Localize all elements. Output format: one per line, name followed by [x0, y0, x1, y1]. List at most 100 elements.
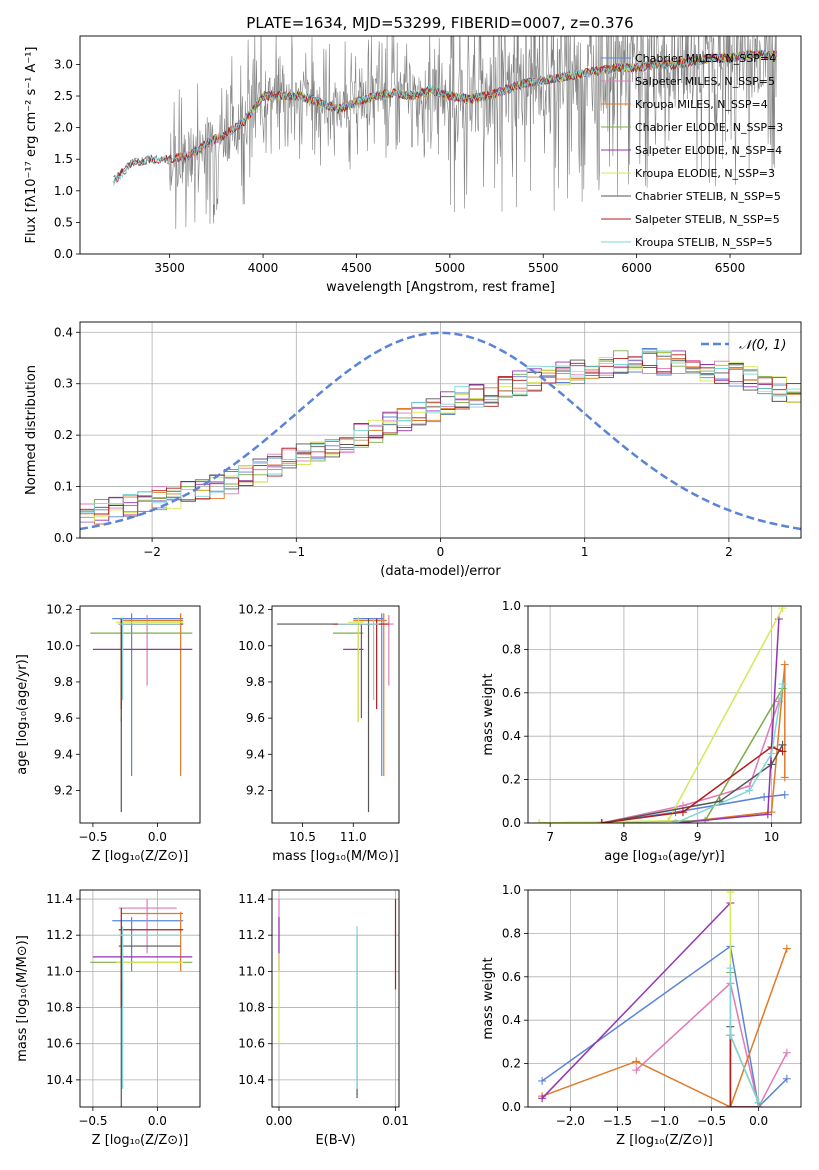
- x-tick-label: −1.5: [603, 1114, 632, 1128]
- plot-frame: [527, 605, 802, 824]
- x-tick-label: 0.01: [382, 1114, 409, 1128]
- x-tick-label: −2.0: [556, 1114, 585, 1128]
- series-line: [635, 981, 788, 1107]
- x-tick-label: 4000: [248, 261, 279, 275]
- x-tick-label: −1: [287, 545, 305, 559]
- data-spectrum-line: [113, 36, 777, 230]
- series-line: [601, 744, 784, 823]
- panel-residuals: −2 −1 0 1 2 0.0 0.1 0.2 0.3 0.4 (data-model)/error…: [24, 321, 802, 579]
- y-axis-label: Normed distribution: [24, 365, 39, 495]
- plot-frame: [271, 889, 400, 1108]
- series-line: [675, 683, 784, 823]
- y-axis-label: Flux [fλ10⁻¹⁷ erg cm⁻² s⁻¹ A⁻¹]: [24, 47, 39, 244]
- histogram-chabrier-miles: [80, 348, 801, 518]
- plot-area: [80, 890, 200, 1107]
- x-tick-label: 10: [764, 830, 779, 844]
- panel-mass-vs-Z: −0.5 0.0 10.4 10.6 10.8 11.0 11.2 11.4 Z [log₁₀(…: [15, 889, 201, 1148]
- plot-marks: [90, 613, 193, 813]
- plot-frame: [79, 321, 802, 539]
- y-tick-label: 10.0: [238, 639, 265, 653]
- model-fit-kroupa-stelib: [113, 50, 777, 186]
- y-tick-label: 1.0: [502, 883, 521, 897]
- x-axis-label: E(B-V): [315, 1133, 355, 1148]
- y-tick-label: 0.0: [502, 1100, 521, 1114]
- series-line: [541, 945, 788, 1107]
- x-tick-label: 7: [546, 830, 554, 844]
- plot-frame: [79, 35, 802, 255]
- series-line: [541, 902, 731, 1099]
- x-axis-label: age [log₁₀(age/yr)]: [604, 849, 725, 864]
- y-axis-label: age [log₁₀(age/yr)]: [15, 654, 30, 775]
- histogram-salpeter-stelib: [80, 354, 801, 515]
- x-tick-label: −1.0: [650, 1114, 679, 1128]
- plot-area: [528, 606, 801, 823]
- x-tick-label: 0: [437, 545, 445, 559]
- y-tick-label: 0.5: [54, 215, 73, 229]
- x-tick-label: 6500: [715, 261, 746, 275]
- x-tick-label: 0.00: [266, 1114, 293, 1128]
- y-tick-label: 11.4: [46, 892, 73, 906]
- x-tick-label: −0.5: [78, 830, 107, 844]
- histogram-kroupa-stelib: [80, 349, 801, 514]
- histogram-chabrier-stelib: [80, 352, 801, 517]
- y-tick-label: 0.4: [54, 325, 73, 339]
- x-tick-label: 9: [694, 830, 702, 844]
- histogram-chabrier-elodie: [80, 350, 801, 518]
- y-tick-label: 9.6: [54, 711, 73, 725]
- y-tick-label: 9.6: [246, 711, 265, 725]
- figure-title: PLATE=1634, MJD=53299, FIBERID=0007, z=0…: [246, 14, 633, 32]
- x-tick-label: 1: [581, 545, 589, 559]
- y-tick-label: 10.6: [238, 1037, 265, 1051]
- y-tick-label: 9.8: [54, 675, 73, 689]
- series-line: [601, 701, 780, 823]
- y-tick-label: 9.4: [54, 747, 73, 761]
- plot-marks: [538, 890, 791, 1107]
- x-tick-label: −2: [143, 545, 161, 559]
- y-tick-label: 1.0: [54, 184, 73, 198]
- x-tick-label: 8: [620, 830, 628, 844]
- series-line: [729, 1035, 759, 1107]
- x-axis-label: Z [log₁₀(Z/Z⊙)]: [92, 849, 189, 864]
- series-line: [601, 746, 783, 823]
- series-line: [541, 948, 788, 1107]
- y-tick-label: 10.6: [46, 1037, 73, 1051]
- plot-frame: [79, 605, 201, 824]
- y-tick-label: 9.4: [246, 747, 265, 761]
- y-tick-label: 3.0: [54, 57, 73, 71]
- y-tick-label: 11.2: [238, 928, 265, 942]
- panel-age-vs-Z: −0.5 0.0 9.2 9.4 9.6 9.8 10.0 10.2 Z [log₁₀(Z/Z⊙…: [15, 603, 201, 864]
- x-tick-label: 6000: [621, 261, 652, 275]
- plot-frame: [271, 605, 400, 824]
- legend-entry: Kroupa MILES, N_SSP=4: [635, 98, 768, 111]
- plot-frame: [527, 889, 802, 1108]
- legend-entry: 𝒩(0, 1): [739, 338, 786, 353]
- x-tick-label: 10.5: [289, 830, 316, 844]
- panel-mass-weight-vs-age: 7 8 9 10 0.0 0.2 0.4 0.6 0.8 1.0 age [log₁₀(age/yr…: [481, 599, 802, 864]
- x-tick-label: 2: [725, 545, 733, 559]
- y-tick-label: 11.0: [238, 964, 265, 978]
- y-tick-label: 11.4: [238, 892, 265, 906]
- y-tick-label: 9.2: [246, 783, 265, 797]
- y-tick-label: 11.0: [46, 964, 73, 978]
- y-tick-label: 0.4: [502, 1013, 521, 1027]
- y-tick-label: 0.6: [502, 970, 521, 984]
- y-axis-label: mass weight: [481, 673, 496, 755]
- plot-marks: [90, 899, 193, 1107]
- x-axis-label: wavelength [Angstrom, rest frame]: [326, 280, 555, 295]
- legend-entry: Kroupa STELIB, N_SSP=5: [635, 236, 773, 249]
- plot-area: [80, 606, 200, 823]
- legend-entry: Salpeter ELODIE, N_SSP=4: [635, 144, 782, 157]
- x-tick-label: 0.0: [749, 1114, 768, 1128]
- y-tick-label: 11.2: [46, 928, 73, 942]
- x-tick-label: 3500: [154, 261, 185, 275]
- plot-marks: [535, 606, 789, 823]
- panel-age-vs-mass: 10.5 11.0 9.2 9.4 9.6 9.8 10.0 10.2 mass [log₁₀(…: [238, 603, 400, 864]
- y-tick-label: 0.0: [54, 247, 73, 261]
- y-tick-label: 0.0: [502, 816, 521, 830]
- x-tick-label: 4500: [341, 261, 372, 275]
- plot-area: [272, 606, 399, 823]
- x-tick-label: −0.5: [78, 1114, 107, 1128]
- x-axis-label: (data-model)/error: [380, 564, 501, 579]
- x-axis-label: Z [log₁₀(Z/Z⊙)]: [616, 1133, 713, 1148]
